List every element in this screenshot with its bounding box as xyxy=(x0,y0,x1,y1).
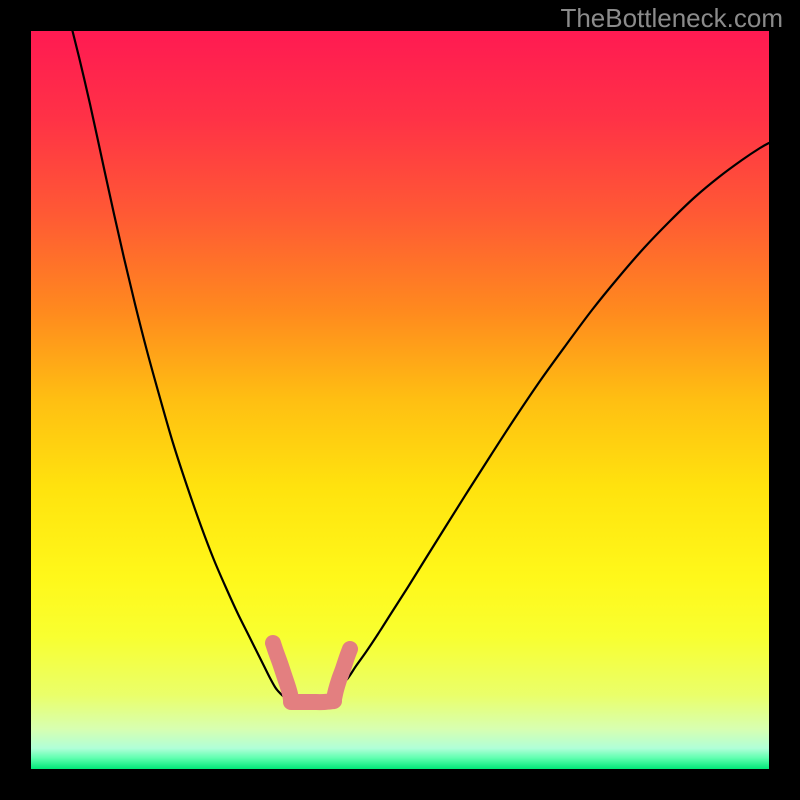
pink-overlay-seg-0 xyxy=(273,643,291,700)
curve-layer xyxy=(0,0,800,800)
pink-overlay-seg-2 xyxy=(334,649,350,699)
bottleneck-curve xyxy=(72,29,769,700)
watermark-text: TheBottleneck.com xyxy=(560,3,783,34)
